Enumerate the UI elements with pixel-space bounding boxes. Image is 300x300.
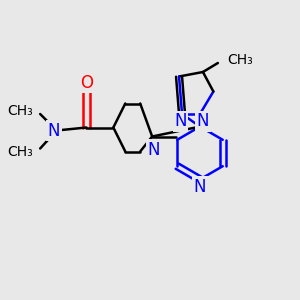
Text: CH₃: CH₃: [227, 53, 253, 67]
Text: CH₃: CH₃: [7, 145, 33, 158]
Text: N: N: [194, 178, 206, 196]
Text: N: N: [47, 122, 60, 140]
Text: N: N: [147, 141, 160, 159]
Text: N: N: [197, 112, 209, 130]
Text: CH₃: CH₃: [7, 104, 33, 118]
Text: N: N: [174, 112, 187, 130]
Text: O: O: [80, 74, 93, 92]
